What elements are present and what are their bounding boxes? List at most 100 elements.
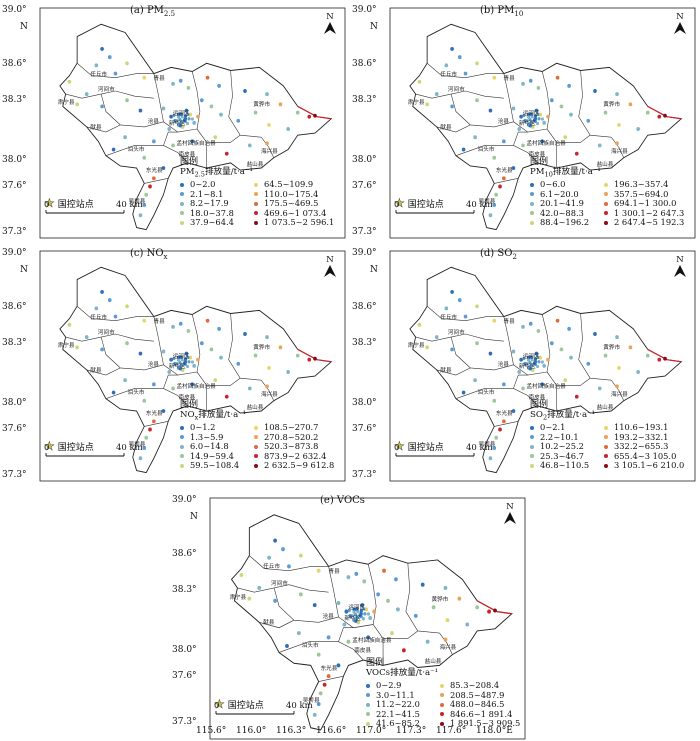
legend-dot-icon bbox=[254, 425, 258, 430]
emission-point bbox=[167, 370, 172, 374]
legend-item: 332.2~655.3 bbox=[604, 441, 694, 452]
emission-point bbox=[372, 609, 377, 614]
emission-point bbox=[603, 110, 608, 115]
legend-dot-icon bbox=[530, 211, 534, 216]
county-boundary bbox=[144, 420, 169, 427]
emission-point bbox=[75, 102, 79, 107]
legend-dot-icon bbox=[366, 702, 370, 707]
legend-dot-icon bbox=[604, 435, 608, 440]
legend-dot-icon bbox=[180, 192, 184, 197]
emission-point bbox=[615, 92, 619, 97]
emission-point bbox=[450, 46, 454, 51]
county-label-12: 孟村回族自治县 bbox=[176, 141, 216, 148]
county-label-5: 青县 bbox=[328, 568, 340, 575]
north-arrow-icon bbox=[674, 22, 686, 34]
emission-point bbox=[213, 135, 218, 140]
legend-dot-icon bbox=[254, 201, 258, 206]
legend-item: 18.0~37.8 bbox=[180, 208, 250, 219]
emission-point bbox=[267, 365, 271, 370]
emission-point bbox=[536, 364, 540, 369]
legend-dot-icon bbox=[254, 211, 258, 216]
emission-point bbox=[492, 398, 497, 403]
station-label: 国控站点 bbox=[407, 199, 444, 210]
county-label-7: 运河区 bbox=[522, 353, 540, 360]
legend-dot-icon bbox=[604, 221, 608, 226]
legend-dot-icon bbox=[440, 722, 444, 727]
county-label-14: 盐山县 bbox=[596, 404, 614, 411]
emission-point bbox=[179, 112, 183, 116]
emission-point bbox=[597, 143, 602, 148]
legend-item: 85.3~208.4 bbox=[440, 680, 530, 691]
county-label-7: 运河区 bbox=[522, 110, 540, 117]
legend-item: 873.9~2 632.4 bbox=[254, 450, 344, 462]
map-frame bbox=[389, 250, 696, 482]
emission-point bbox=[425, 345, 429, 350]
legend-item-label: 1 891.5~3 909.5 bbox=[450, 718, 521, 729]
emission-point bbox=[172, 356, 176, 361]
emission-point bbox=[444, 63, 449, 68]
legend-dot-icon bbox=[254, 464, 258, 469]
emission-point bbox=[488, 456, 493, 461]
county-boundary bbox=[450, 94, 514, 128]
emission-point bbox=[287, 564, 291, 569]
legend-item: 0~1.2 bbox=[180, 422, 250, 433]
legend-heading-unit: 排放量/t·a⁻¹ bbox=[204, 166, 253, 177]
legend-item-label: 873.9~2 632.4 bbox=[264, 450, 327, 461]
emission-point bbox=[540, 360, 544, 364]
emission-point bbox=[265, 141, 269, 146]
county-label-4: 献县 bbox=[440, 367, 452, 374]
emission-point bbox=[465, 622, 470, 627]
north-arrow: N bbox=[672, 12, 688, 37]
legend-heading-main: NO bbox=[180, 409, 195, 420]
legend-dot-icon bbox=[366, 722, 370, 727]
emission-point bbox=[224, 151, 229, 156]
panel-so2: 任丘市 河间市 肃宁县 献县 青县 沧县 运河区 新华区 黄骅市 泊头市 南皮县 孟村回族自治县 海兴县… bbox=[350, 243, 700, 483]
emission-point bbox=[326, 635, 331, 640]
emission-point bbox=[175, 361, 179, 366]
emission-point bbox=[563, 378, 568, 383]
emission-point bbox=[247, 596, 252, 601]
legend-title: 图例 bbox=[366, 658, 385, 668]
legend-dot-icon bbox=[604, 182, 608, 187]
emission-point bbox=[569, 112, 573, 117]
latitude-north-label: N bbox=[20, 265, 28, 275]
legend-item-label: 46.8~110.5 bbox=[540, 460, 590, 471]
emission-point bbox=[205, 75, 210, 80]
emission-point bbox=[534, 108, 539, 113]
legend-item: 22.1~41.5 bbox=[366, 708, 436, 720]
county-boundary bbox=[611, 137, 625, 158]
emission-point bbox=[286, 370, 290, 374]
legend-item-label: 22.1~41.5 bbox=[376, 708, 420, 719]
county-label-1: 任丘市 bbox=[440, 314, 458, 321]
legend-item-label: 846.6~1 891.4 bbox=[450, 708, 513, 719]
county-label-12: 孟村回族自治县 bbox=[526, 141, 566, 148]
emission-point bbox=[492, 203, 497, 207]
legend-item-label: 2.2~10.1 bbox=[540, 431, 579, 442]
emission-point bbox=[498, 427, 502, 432]
map-canvas bbox=[389, 250, 696, 482]
legend-dot-icon bbox=[530, 454, 534, 459]
city-boundary bbox=[230, 514, 513, 731]
county-label-9: 黄骅市 bbox=[431, 596, 449, 603]
emission-point bbox=[152, 176, 156, 181]
county-boundary bbox=[546, 371, 591, 386]
emission-point bbox=[615, 335, 619, 340]
emission-point bbox=[113, 71, 118, 76]
legend-title: 图例 bbox=[530, 157, 549, 167]
emission-point bbox=[190, 382, 195, 387]
map-frame bbox=[39, 250, 346, 482]
emission-point bbox=[528, 367, 532, 371]
emission-point bbox=[636, 127, 640, 131]
legend-item: 208.5~487.9 bbox=[440, 690, 530, 701]
county-label-4: 献县 bbox=[90, 124, 102, 131]
emission-point bbox=[597, 386, 602, 391]
emission-point bbox=[213, 378, 218, 383]
latitude-label: 38.3° bbox=[172, 585, 197, 595]
legend-dot-icon bbox=[440, 702, 444, 707]
emission-point bbox=[192, 363, 196, 368]
emission-point bbox=[450, 104, 454, 109]
north-arrow-icon bbox=[504, 512, 516, 524]
emission-point bbox=[586, 118, 591, 123]
emission-point bbox=[123, 378, 127, 383]
latitude-label: 38.0° bbox=[352, 398, 377, 408]
